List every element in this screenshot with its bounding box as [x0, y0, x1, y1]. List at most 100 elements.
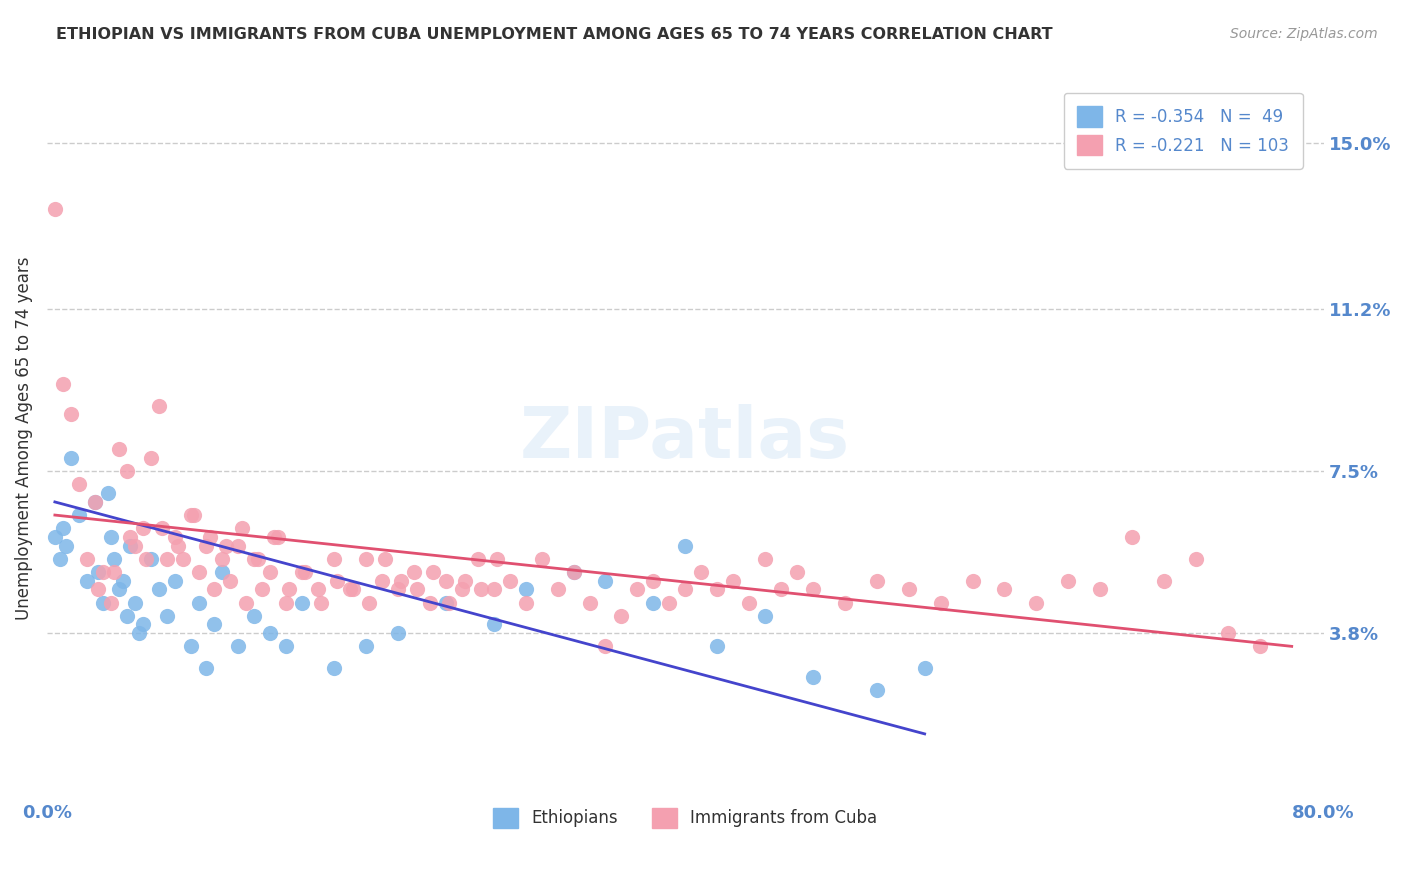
Point	[59, 408, 82, 422]
Point	[866, 683, 889, 698]
Point	[180, 640, 202, 654]
Point	[454, 574, 477, 588]
Point	[172, 551, 194, 566]
Point	[55, 539, 77, 553]
Point	[1025, 596, 1047, 610]
Point	[470, 582, 492, 597]
Point	[195, 661, 218, 675]
Point	[228, 539, 250, 553]
Point	[387, 582, 409, 597]
Point	[402, 565, 425, 579]
Point	[59, 451, 82, 466]
Point	[67, 477, 90, 491]
Point	[183, 508, 205, 522]
Point	[112, 574, 135, 588]
Point	[198, 530, 221, 544]
Point	[100, 596, 122, 610]
Point	[267, 530, 290, 544]
Point	[76, 551, 98, 566]
Point	[530, 551, 553, 566]
Point	[658, 596, 681, 610]
Point	[252, 582, 274, 597]
Point	[187, 565, 209, 579]
Point	[76, 574, 98, 588]
Point	[354, 551, 377, 566]
Point	[342, 582, 364, 597]
Point	[389, 574, 412, 588]
Point	[276, 640, 298, 654]
Point	[482, 582, 505, 597]
Point	[100, 530, 122, 544]
Point	[562, 565, 585, 579]
Point	[107, 442, 129, 457]
Point	[163, 530, 186, 544]
Point	[107, 582, 129, 597]
Point	[547, 582, 569, 597]
Point	[52, 521, 75, 535]
Point	[610, 608, 633, 623]
Point	[246, 551, 269, 566]
Point	[211, 551, 233, 566]
Point	[228, 640, 250, 654]
Point	[690, 565, 713, 579]
Point	[180, 508, 202, 522]
Point	[1249, 640, 1271, 654]
Point	[515, 582, 537, 597]
Point	[595, 574, 617, 588]
Point	[83, 495, 105, 509]
Point	[155, 608, 177, 623]
Point	[626, 582, 648, 597]
Point	[515, 596, 537, 610]
Legend: Ethiopians, Immigrants from Cuba: Ethiopians, Immigrants from Cuba	[486, 801, 884, 835]
Point	[91, 565, 114, 579]
Point	[96, 486, 118, 500]
Point	[311, 596, 333, 610]
Point	[434, 574, 457, 588]
Point	[359, 596, 381, 610]
Point	[231, 521, 253, 535]
Point	[769, 582, 792, 597]
Point	[706, 582, 728, 597]
Point	[87, 565, 110, 579]
Point	[323, 551, 346, 566]
Point	[219, 574, 242, 588]
Point	[866, 574, 889, 588]
Point	[450, 582, 472, 597]
Point	[406, 582, 429, 597]
Point	[187, 596, 209, 610]
Point	[339, 582, 361, 597]
Point	[467, 551, 489, 566]
Point	[419, 596, 441, 610]
Point	[67, 508, 90, 522]
Point	[485, 551, 508, 566]
Point	[243, 608, 266, 623]
Point	[801, 582, 824, 597]
Point	[148, 399, 170, 413]
Point	[163, 574, 186, 588]
Point	[276, 596, 298, 610]
Point	[326, 574, 349, 588]
Point	[482, 617, 505, 632]
Point	[115, 608, 138, 623]
Point	[437, 596, 460, 610]
Point	[578, 596, 600, 610]
Point	[195, 539, 218, 553]
Point	[354, 640, 377, 654]
Point	[103, 551, 125, 566]
Point	[294, 565, 316, 579]
Point	[139, 551, 162, 566]
Text: ETHIOPIAN VS IMMIGRANTS FROM CUBA UNEMPLOYMENT AMONG AGES 65 TO 74 YEARS CORRELA: ETHIOPIAN VS IMMIGRANTS FROM CUBA UNEMPL…	[56, 27, 1053, 42]
Point	[148, 582, 170, 597]
Point	[422, 565, 444, 579]
Point	[738, 596, 761, 610]
Point	[214, 539, 236, 553]
Point	[754, 608, 776, 623]
Point	[387, 626, 409, 640]
Point	[1216, 626, 1239, 640]
Text: Source: ZipAtlas.com: Source: ZipAtlas.com	[1230, 27, 1378, 41]
Point	[595, 640, 617, 654]
Point	[643, 574, 665, 588]
Point	[1185, 551, 1208, 566]
Point	[801, 670, 824, 684]
Point	[1057, 574, 1080, 588]
